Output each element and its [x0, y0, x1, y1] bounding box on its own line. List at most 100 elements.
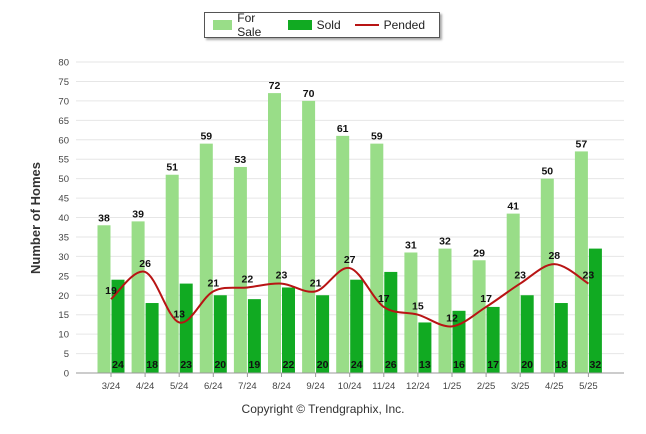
for-sale-bar: [336, 135, 350, 373]
sold-bar: [247, 299, 261, 373]
sold-bar: [588, 248, 602, 373]
x-tick-label: 6/24: [204, 381, 223, 392]
sold-swatch: [287, 20, 312, 30]
sold-bar: [554, 303, 568, 373]
y-tick-label: 10: [58, 330, 69, 341]
data-labels: 38 24 39 18 51 23 59 20 53 19 72 22 70 20 61 24 59 26 31 13…: [98, 80, 601, 371]
for-sale-value-label: 59: [371, 131, 383, 143]
y-axis-ticks: 0 5 10 15 20 25 30 35 40 45 50 55 60 65 70 75 80: [58, 58, 69, 380]
for-sale-value-label: 51: [166, 162, 178, 174]
sold-value-label: 20: [521, 359, 533, 371]
y-tick-label: 45: [58, 194, 69, 205]
sold-value-label: 23: [180, 359, 192, 371]
y-tick-label: 30: [58, 252, 69, 263]
for-sale-value-label: 38: [98, 212, 110, 224]
sold-value-label: 17: [487, 359, 499, 371]
for-sale-bar: [165, 174, 179, 373]
for-sale-bar: [472, 260, 486, 373]
sold-bar: [282, 287, 295, 373]
y-tick-label: 70: [58, 96, 69, 107]
legend-item-for-sale[interactable]: For Sale: [213, 11, 274, 39]
x-tick-label: 1/25: [443, 381, 462, 392]
pended-swatch: [354, 24, 379, 26]
for-sale-value-label: 39: [132, 208, 144, 220]
for-sale-value-label: 70: [303, 88, 315, 100]
sold-value-label: 22: [283, 359, 295, 371]
x-tick-label: 4/24: [136, 381, 155, 392]
legend: For Sale Sold Pended: [204, 11, 440, 39]
pended-value-label: 19: [105, 285, 117, 297]
for-sale-value-label: 53: [235, 154, 247, 166]
y-tick-label: 35: [58, 232, 69, 243]
pended-line: [110, 263, 589, 328]
sold-value-label: 19: [249, 359, 261, 371]
pended-value-label: 28: [548, 250, 560, 262]
for-sale-bar: [199, 143, 213, 373]
x-tick-label: 12/24: [406, 381, 430, 392]
sold-bar: [111, 279, 125, 373]
legend-item-pended[interactable]: Pended: [354, 18, 425, 32]
y-tick-label: 25: [58, 271, 69, 282]
copyright-text: Copyright © Trendgraphix, Inc.: [241, 402, 405, 416]
sold-bar: [486, 306, 500, 373]
legend-item-sold[interactable]: Sold: [287, 18, 341, 32]
pended-value-label: 22: [242, 273, 254, 285]
legend-label-pended: Pended: [383, 18, 425, 32]
for-sale-bar: [233, 166, 247, 373]
pended-value-label: 15: [412, 301, 424, 313]
x-tick-label: 10/24: [338, 381, 362, 392]
x-tick-label: 4/25: [545, 381, 564, 392]
sold-value-label: 16: [453, 359, 465, 371]
pended-value-label: 23: [583, 270, 595, 282]
y-tick-label: 0: [64, 369, 69, 380]
for-sale-bar: [97, 225, 111, 373]
for-sale-value-label: 32: [439, 236, 451, 248]
x-tick-label: 3/25: [511, 381, 530, 392]
y-tick-label: 20: [58, 291, 69, 302]
sold-value-label: 24: [112, 359, 124, 371]
sold-value-label: 18: [555, 359, 567, 371]
sold-value-label: 24: [351, 359, 363, 371]
sold-bar: [520, 295, 534, 373]
y-tick-label: 5: [64, 349, 69, 360]
x-tick-label: 5/24: [170, 381, 189, 392]
y-tick-label: 75: [58, 77, 69, 88]
x-tick-label: 5/25: [579, 381, 598, 392]
for-sale-value-label: 61: [337, 123, 349, 135]
for-sale-value-label: 50: [541, 166, 553, 178]
for-sale-bar: [370, 143, 384, 373]
for-sale-swatch: [213, 20, 233, 30]
y-tick-label: 55: [58, 155, 69, 166]
sold-value-label: 26: [385, 359, 397, 371]
legend-label-sold: Sold: [316, 18, 341, 32]
for-sale-bar: [574, 151, 588, 373]
pended-value-label: 23: [514, 270, 526, 282]
y-tick-label: 60: [58, 135, 69, 146]
for-sale-bar: [302, 100, 316, 373]
sold-bar: [384, 271, 398, 373]
sold-value-label: 18: [146, 359, 158, 371]
sold-value-label: 13: [419, 359, 431, 371]
x-tick-label: 2/25: [477, 381, 496, 392]
for-sale-value-label: 59: [200, 131, 212, 143]
pended-value-label: 27: [344, 254, 356, 266]
for-sale-value-label: 31: [405, 239, 417, 251]
x-axis-ticks: 3/24 4/24 5/24 6/24 7/24 8/24 9/24 10/24 11/24 12…: [102, 373, 598, 392]
for-sale-value-label: 41: [507, 201, 519, 213]
for-sale-bar: [131, 221, 145, 373]
x-tick-label: 3/24: [102, 381, 121, 392]
for-sale-bar: [540, 178, 554, 373]
pended-value-label: 21: [310, 277, 322, 289]
sold-bar: [145, 303, 159, 373]
sold-bar: [179, 283, 193, 373]
for-sale-value-label: 57: [576, 138, 588, 150]
y-tick-label: 15: [58, 310, 69, 321]
sold-value-label: 20: [214, 359, 226, 371]
y-axis-label: Number of Homes: [28, 162, 43, 274]
sold-bar: [316, 295, 330, 373]
pended-value-label: 23: [276, 270, 288, 282]
y-tick-label: 50: [58, 174, 69, 185]
x-tick-label: 7/24: [238, 381, 257, 392]
legend-label-for-sale: For Sale: [237, 11, 262, 39]
